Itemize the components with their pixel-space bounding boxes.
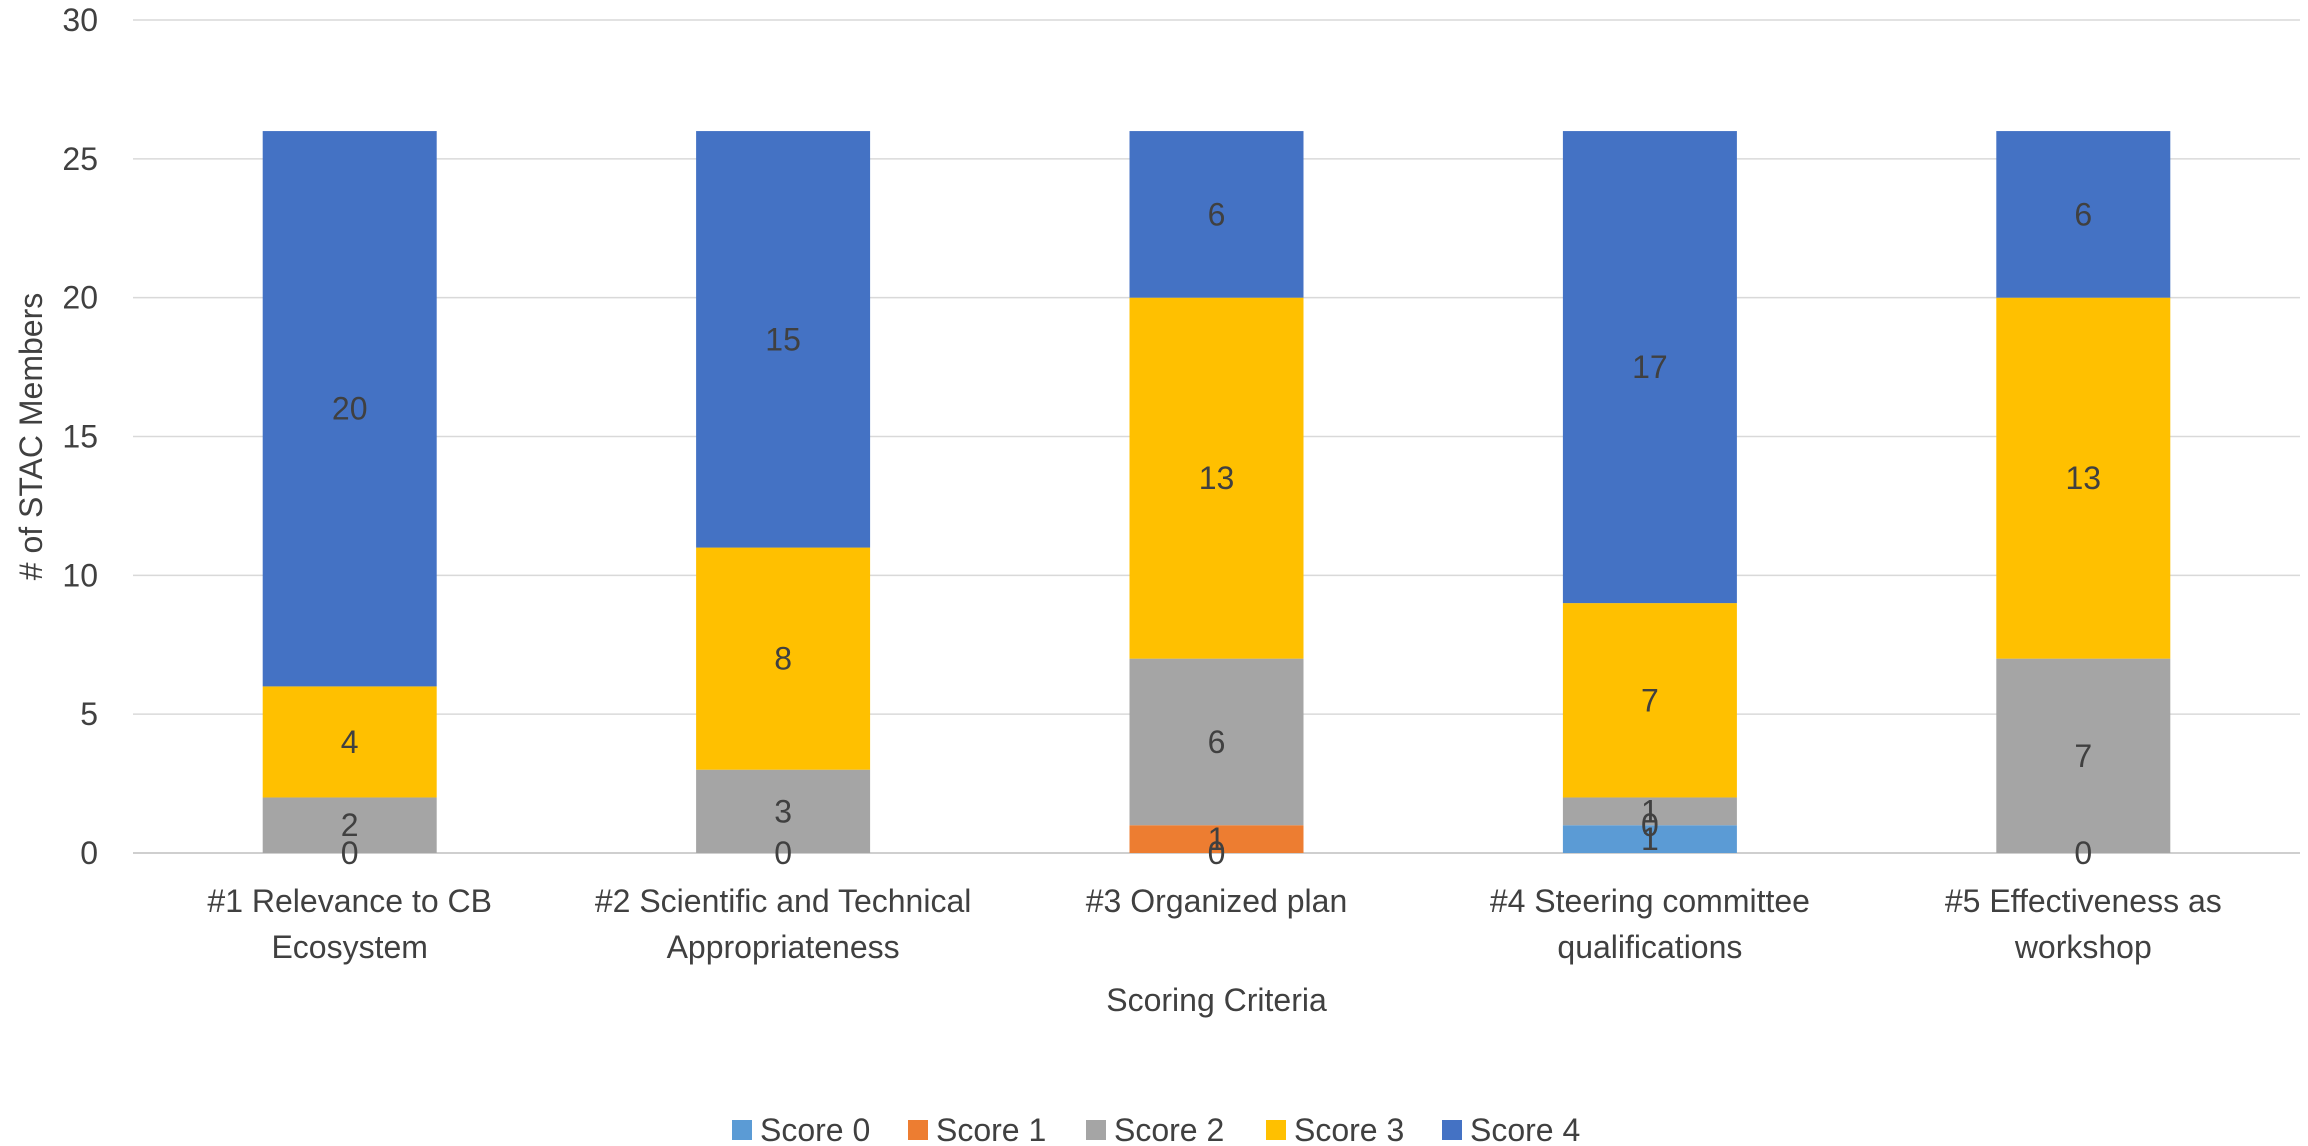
x-category-label: Appropriateness bbox=[667, 929, 900, 965]
bar-segment bbox=[696, 131, 871, 548]
bar-segment bbox=[1562, 797, 1737, 826]
bar-segment bbox=[1129, 131, 1304, 298]
data-label: 0 bbox=[774, 835, 792, 871]
legend-swatch bbox=[908, 1120, 928, 1140]
data-label: 3 bbox=[774, 793, 792, 829]
bar-segment bbox=[1129, 658, 1304, 826]
bar-segment bbox=[262, 686, 437, 798]
x-category-label: #4 Steering committee bbox=[1490, 883, 1810, 919]
x-category-label: qualifications bbox=[1557, 929, 1742, 965]
data-label: 2 bbox=[341, 807, 359, 843]
bar-segment bbox=[1562, 131, 1737, 604]
data-label: 0 bbox=[2074, 835, 2092, 871]
bar-segment bbox=[696, 547, 871, 770]
data-label: 1 bbox=[1641, 793, 1659, 829]
data-label: 0 bbox=[341, 835, 359, 871]
x-category-label: Ecosystem bbox=[271, 929, 427, 965]
data-label: 7 bbox=[1641, 682, 1659, 718]
bar-segment bbox=[1562, 603, 1737, 798]
legend-label: Score 1 bbox=[936, 1112, 1046, 1146]
bars bbox=[262, 131, 2171, 853]
bar-segment bbox=[1996, 131, 2171, 298]
x-category-label: #3 Organized plan bbox=[1086, 883, 1348, 919]
data-label: 1 bbox=[1641, 821, 1659, 857]
legend-label: Score 2 bbox=[1114, 1112, 1224, 1146]
legend-swatch bbox=[1086, 1120, 1106, 1140]
data-label: 13 bbox=[1199, 460, 1235, 496]
bar-segment bbox=[696, 769, 871, 853]
bar-segment bbox=[1129, 825, 1304, 853]
data-label: 0 bbox=[1208, 835, 1226, 871]
data-label: 0 bbox=[1641, 807, 1659, 843]
data-label: 7 bbox=[2074, 738, 2092, 774]
x-category-label: workshop bbox=[2014, 929, 2152, 965]
y-axis-title: # of STAC Members bbox=[13, 293, 49, 580]
x-axis-categories: #1 Relevance to CB Ecosystem #2 Scientific… bbox=[207, 883, 2221, 965]
y-tick-label: 5 bbox=[80, 696, 98, 732]
data-label: 6 bbox=[2074, 196, 2092, 232]
y-axis-ticks: 0 5 10 15 20 25 30 bbox=[62, 2, 98, 871]
y-tick-label: 15 bbox=[62, 419, 98, 455]
legend-swatch bbox=[732, 1120, 752, 1140]
legend: Score 0 Score 1 Score 2 Score 3 Score 4 bbox=[732, 1112, 1580, 1146]
y-tick-label: 10 bbox=[62, 557, 98, 593]
data-label: 1 bbox=[1208, 821, 1226, 857]
legend-label: Score 4 bbox=[1470, 1112, 1580, 1146]
y-tick-label: 25 bbox=[62, 141, 98, 177]
bar-segment bbox=[262, 131, 437, 687]
data-label: 20 bbox=[332, 391, 368, 427]
x-category-label: #1 Relevance to CB bbox=[207, 883, 492, 919]
data-label: 15 bbox=[765, 321, 801, 357]
bar-segment bbox=[262, 797, 437, 853]
x-axis-title: Scoring Criteria bbox=[1106, 982, 1327, 1018]
data-label: 13 bbox=[2066, 460, 2102, 496]
data-label: 17 bbox=[1632, 349, 1668, 385]
legend-swatch bbox=[1442, 1120, 1462, 1140]
data-label: 6 bbox=[1208, 724, 1226, 760]
y-tick-label: 0 bbox=[80, 835, 98, 871]
x-category-label: #2 Scientific and Technical bbox=[595, 883, 972, 919]
y-tick-label: 30 bbox=[62, 2, 98, 38]
data-label: 8 bbox=[774, 641, 792, 677]
x-category-label: #5 Effectiveness as bbox=[1945, 883, 2222, 919]
legend-label: Score 0 bbox=[760, 1112, 870, 1146]
bar-segment bbox=[1996, 658, 2171, 853]
bar-segment bbox=[1129, 297, 1304, 659]
data-label: 6 bbox=[1208, 196, 1226, 232]
data-label: 4 bbox=[341, 724, 359, 760]
bar-segment bbox=[1562, 825, 1737, 853]
legend-label: Score 3 bbox=[1294, 1112, 1404, 1146]
bar-segment bbox=[1996, 297, 2171, 659]
legend-swatch bbox=[1266, 1120, 1286, 1140]
y-tick-label: 20 bbox=[62, 280, 98, 316]
